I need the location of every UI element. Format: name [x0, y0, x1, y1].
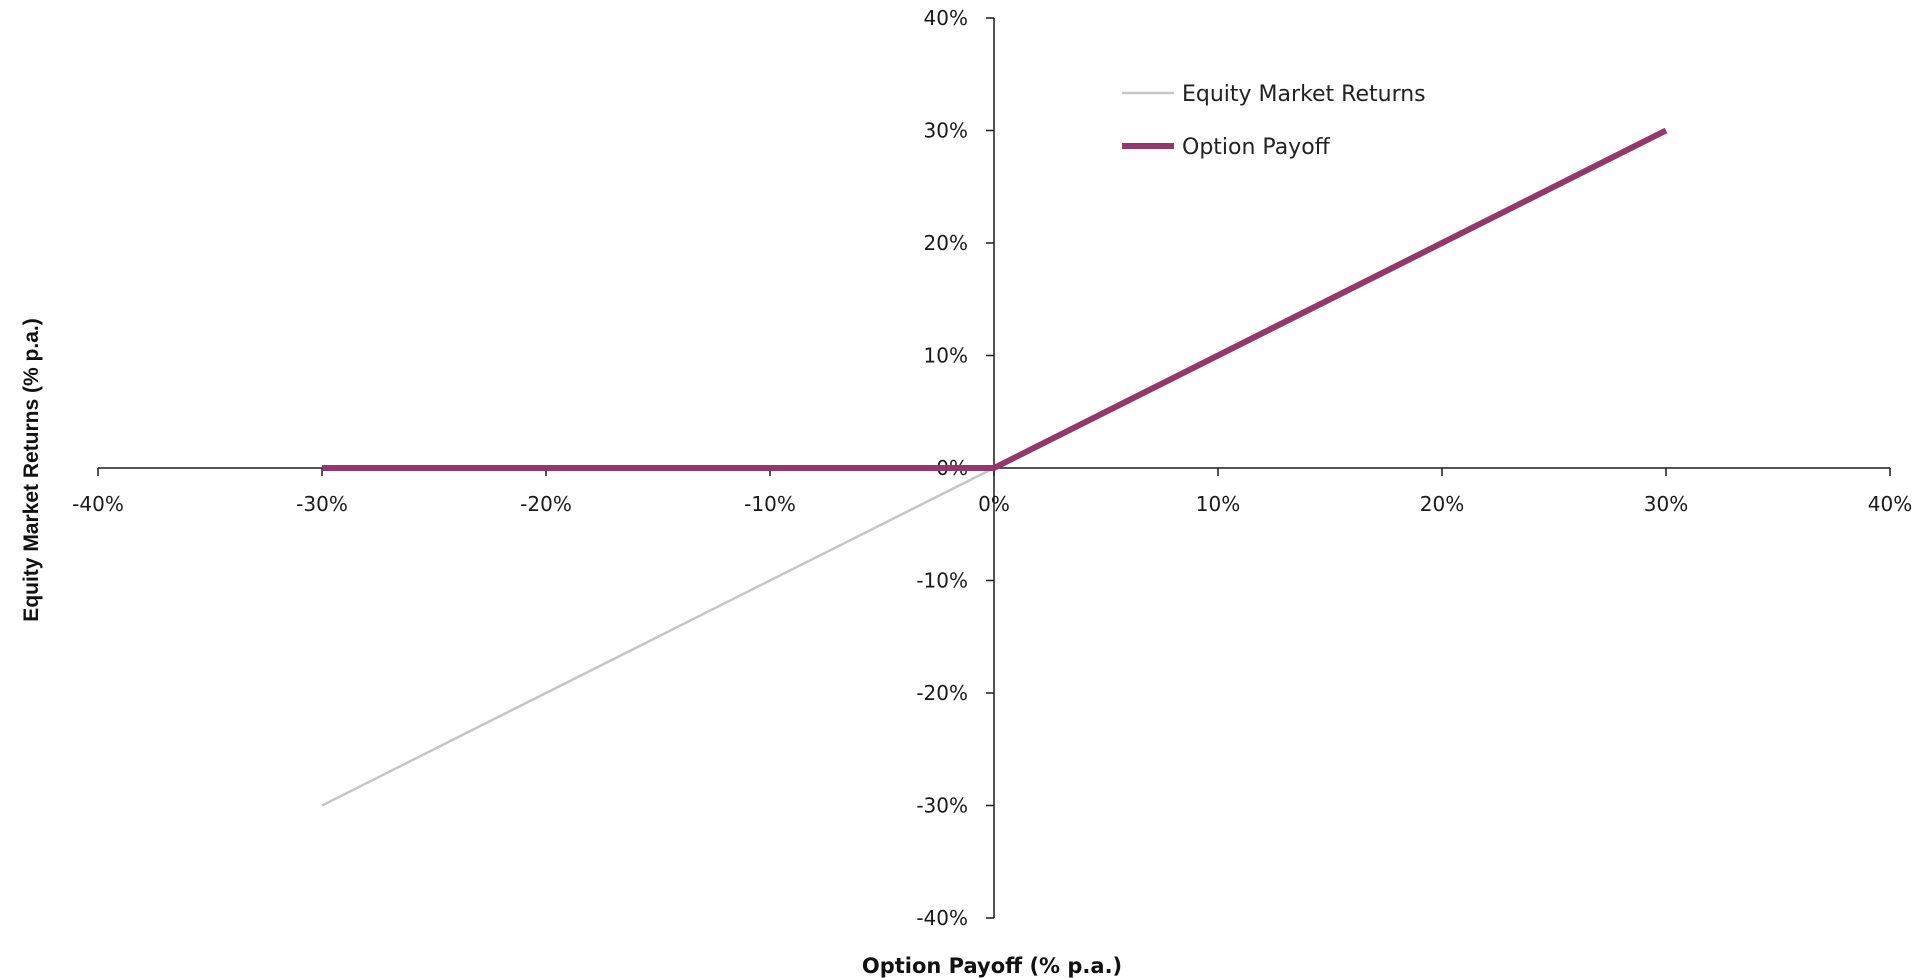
x-tick-label: 40% — [1868, 492, 1912, 516]
axis-ticks: -40% -30% -20% -10% 0% 10% 20% 30% 40% -40% -30% -2… — [72, 6, 1912, 930]
x-tick-label: -40% — [72, 492, 124, 516]
x-tick-label: 30% — [1644, 492, 1688, 516]
y-tick-label: -20% — [916, 681, 968, 705]
y-tick-label: -30% — [916, 794, 968, 818]
x-tick-label: 0% — [978, 492, 1010, 516]
legend-label: Option Payoff — [1182, 135, 1331, 160]
x-tick-label: -30% — [296, 492, 348, 516]
y-tick-label: -10% — [916, 569, 968, 593]
x-tick-label: 10% — [1196, 492, 1240, 516]
y-tick-label: -40% — [916, 906, 968, 930]
series-layer — [321, 127, 1668, 807]
y-tick-label: 40% — [924, 6, 968, 30]
y-axis-label: Equity Market Returns (% p.a.) — [20, 318, 43, 621]
y-tick-label: 10% — [924, 344, 968, 368]
y-tick-label: 20% — [924, 231, 968, 255]
x-tick-label: -10% — [744, 492, 796, 516]
series-line-option-payoff — [322, 127, 1668, 471]
x-axis-label: Option Payoff (% p.a.) — [862, 954, 1122, 978]
legend: Equity Market Returns Option Payoff — [1122, 82, 1426, 160]
x-tick-label: -20% — [520, 492, 572, 516]
y-tick-label: 30% — [924, 119, 968, 143]
x-tick-label: 20% — [1420, 492, 1464, 516]
legend-label: Equity Market Returns — [1182, 82, 1426, 107]
